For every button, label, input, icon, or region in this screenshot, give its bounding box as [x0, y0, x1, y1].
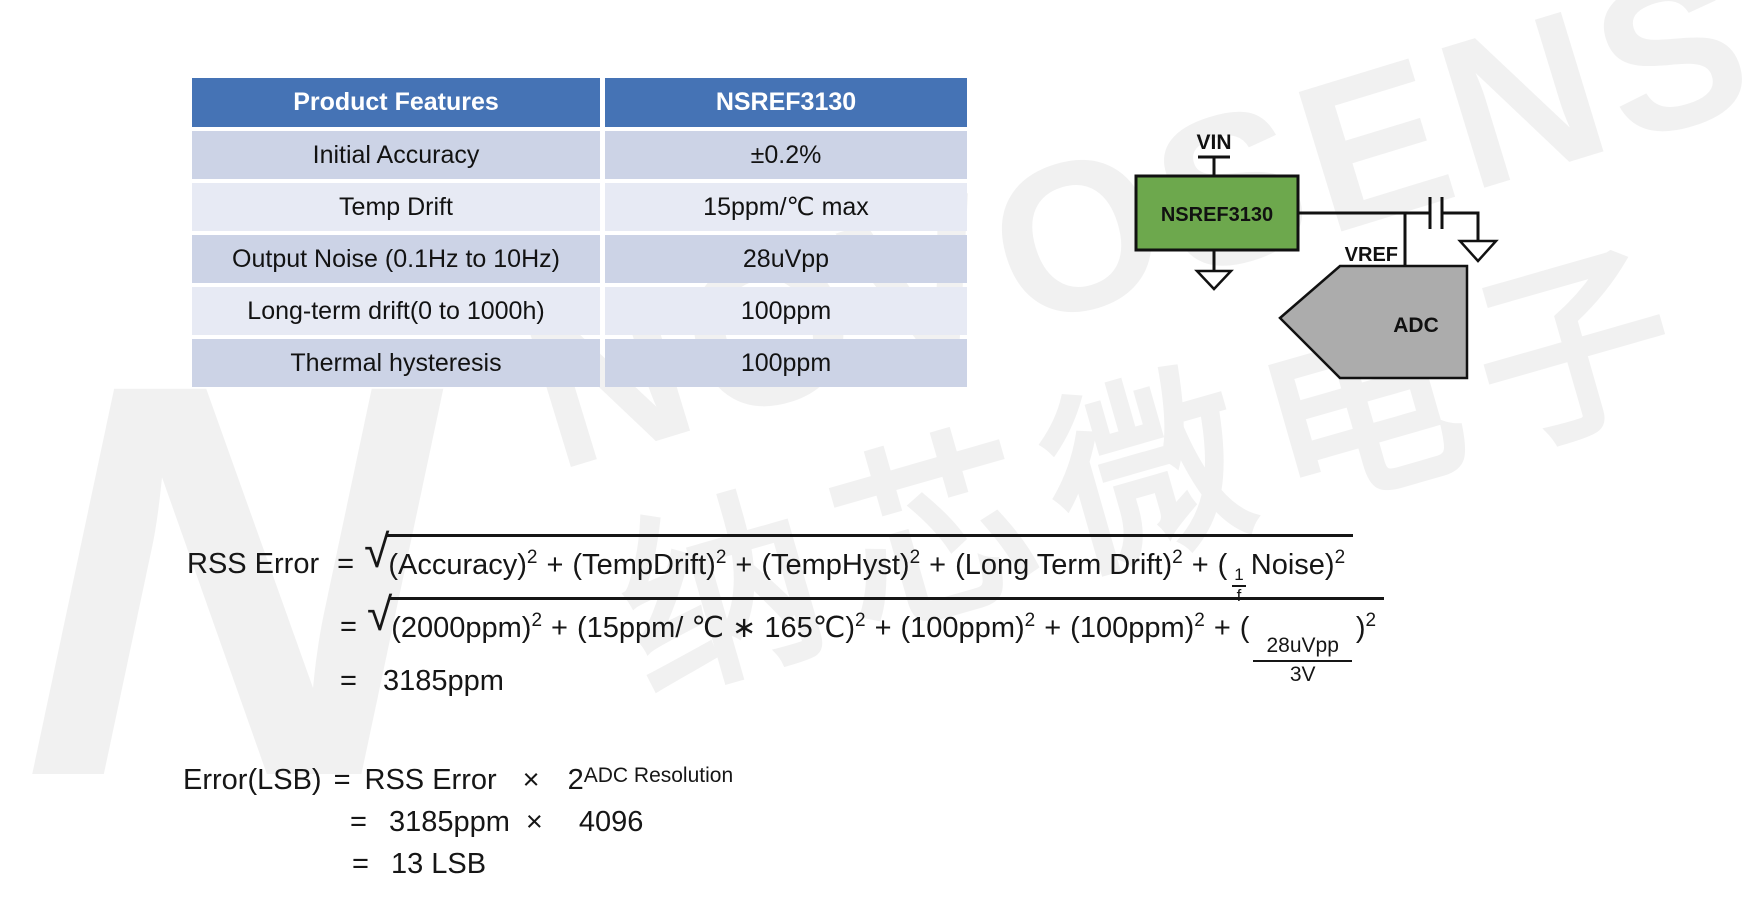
- capacitor-ground-wire: [1442, 211, 1480, 241]
- noise-fraction: 28uVpp 3V: [1253, 633, 1352, 687]
- power-base: 2: [567, 764, 584, 796]
- power-exponent: ADC Resolution: [583, 764, 734, 787]
- superscript-2: 2: [1334, 547, 1346, 568]
- vin-pin-wire: [1198, 155, 1230, 176]
- superscript-2: 2: [1365, 610, 1377, 631]
- equals-sign: =: [340, 611, 357, 643]
- term-longtermdrift: (Long Term Drift): [955, 549, 1173, 581]
- application-circuit-diagram: VIN NSREF3130 VREF ADC: [1134, 131, 1499, 380]
- adc-label: ADC: [1393, 314, 1439, 337]
- plus-operator: +: [874, 612, 892, 644]
- rss-radicand: (Accuracy)2 + (TempDrift)2 + (TempHyst)2 + (Lo…: [386, 534, 1354, 605]
- value-accuracy: (2000ppm): [391, 612, 532, 644]
- term-temphyst: (TempHyst): [761, 549, 910, 581]
- square-root: √ (Accuracy)2 + (TempDrift)2 + (TempHyst)2 +(…: [364, 525, 1354, 605]
- lsb-term: RSS Error: [364, 764, 497, 796]
- open-paren: (: [1217, 549, 1228, 581]
- vref-label: VREF: [1345, 244, 1398, 266]
- lsb-value-b: 4096: [578, 806, 644, 838]
- plus-operator: +: [551, 612, 568, 644]
- rss-error-result: = 3185ppm: [340, 664, 504, 699]
- square-root: √ (2000ppm)2 + (15ppm/ ℃ ∗ 165℃)2 + (100ppm)…: [366, 588, 1385, 687]
- plus-operator: +: [546, 549, 564, 581]
- chip-label: NSREF3130: [1161, 204, 1273, 226]
- table-cell-value: 15ppm/℃ max: [605, 183, 967, 231]
- rss-lhs: RSS Error: [187, 548, 320, 580]
- table-cell-feature: Thermal hysteresis: [192, 339, 600, 387]
- ground-icon: [1194, 269, 1234, 291]
- multiply-operator: ×: [525, 806, 543, 838]
- value-tempdrift: (15ppm/ ℃ ∗ 165℃): [576, 612, 855, 644]
- equals-sign: =: [337, 548, 355, 580]
- superscript-2: 2: [855, 610, 866, 631]
- multiply-operator: ×: [522, 764, 540, 796]
- table-cell-feature: Initial Accuracy: [192, 131, 600, 179]
- term-tempdrift: (TempDrift): [572, 549, 716, 581]
- superscript-2: 2: [909, 547, 921, 568]
- value-temphyst: (100ppm): [900, 612, 1025, 644]
- table-cell-feature: Output Noise (0.1Hz to 10Hz): [192, 235, 600, 283]
- vin-label: VIN: [1196, 131, 1231, 154]
- table-cell-value: 100ppm: [605, 339, 967, 387]
- error-lsb-result: = 13 LSB: [352, 847, 486, 882]
- open-paren: (: [1239, 612, 1250, 644]
- plus-operator: +: [929, 549, 947, 581]
- superscript-2: 2: [715, 547, 727, 568]
- plus-operator: +: [1044, 612, 1062, 644]
- equals-sign: =: [333, 764, 351, 796]
- plus-operator: +: [1213, 612, 1231, 644]
- adc-block: [1278, 264, 1469, 380]
- plus-operator: +: [735, 549, 753, 581]
- error-lsb-numeric: = 3185ppm × 4096: [350, 805, 643, 840]
- ground-icon: [1457, 239, 1499, 263]
- lsb-lhs: Error(LSB): [183, 764, 322, 796]
- superscript-2: 2: [526, 547, 538, 568]
- lsb-value-a: 3185ppm: [388, 806, 510, 838]
- table-cell-value: ±0.2%: [605, 131, 967, 179]
- capacitor-icon: [1428, 197, 1444, 229]
- error-lsb-formula: Error(LSB) = RSS Error × 2 ADC Resolutio…: [183, 763, 733, 798]
- col-header-nsref3130: NSREF3130: [605, 78, 967, 127]
- term-accuracy: (Accuracy): [388, 549, 527, 581]
- radical-sign: √: [364, 525, 390, 577]
- table-cell-feature: Long-term drift(0 to 1000h): [192, 287, 600, 335]
- table-cell-value: 28uVpp: [605, 235, 967, 283]
- table-cell-value: 100ppm: [605, 287, 967, 335]
- equals-sign: =: [340, 665, 357, 697]
- value-longtermdrift: (100ppm): [1070, 612, 1195, 644]
- radical-sign: √: [366, 588, 393, 640]
- plus-operator: +: [1191, 549, 1209, 581]
- term-noise: Noise): [1250, 549, 1335, 581]
- rss-error-formula-numeric: = √ (2000ppm)2 + (15ppm/ ℃ ∗ 165℃)2 + (100pp…: [340, 588, 1385, 687]
- col-header-product-features: Product Features: [192, 78, 600, 127]
- equals-sign: =: [350, 806, 367, 838]
- superscript-2: 2: [1194, 610, 1205, 631]
- superscript-2: 2: [1172, 547, 1183, 568]
- nsref3130-chip: [1134, 174, 1300, 252]
- equals-sign: =: [352, 848, 369, 880]
- close-paren: ): [1355, 612, 1366, 644]
- table-cell-feature: Temp Drift: [192, 183, 600, 231]
- rss-result-value: 3185ppm: [382, 665, 504, 697]
- superscript-2: 2: [1024, 610, 1036, 631]
- product-features-table: Product Features NSREF3130 Initial Accur…: [192, 78, 967, 387]
- rss-radicand-values: (2000ppm)2 + (15ppm/ ℃ ∗ 165℃)2 + (100ppm)2 +…: [389, 597, 1385, 687]
- lsb-result-value: 13 LSB: [390, 848, 487, 880]
- rss-error-formula-symbolic: RSS Error = √ (Accuracy)2 + (TempDrift)2 +(…: [187, 525, 1354, 605]
- superscript-2: 2: [531, 610, 543, 631]
